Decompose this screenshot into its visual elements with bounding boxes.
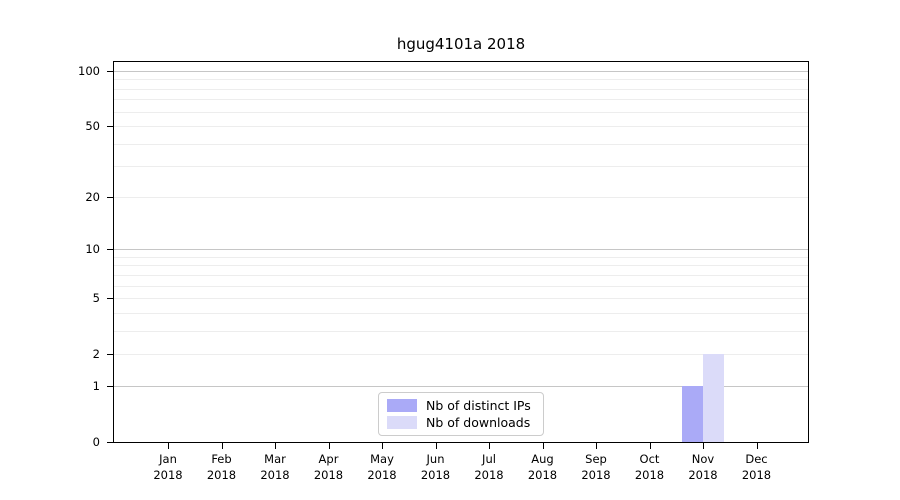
gridline-minor <box>114 111 808 113</box>
x-tick-label-jul: Jul 2018 <box>474 452 504 482</box>
gridline-minor <box>114 99 808 101</box>
gridline-major <box>114 249 808 251</box>
plot-area <box>113 61 809 443</box>
x-tick-mark <box>756 443 758 449</box>
gridline-minor <box>114 265 808 267</box>
gridline-minor <box>114 274 808 276</box>
legend: Nb of distinct IPs Nb of downloads <box>378 392 544 436</box>
x-tick-label-may: May 2018 <box>367 452 397 482</box>
x-tick-mark <box>275 443 277 449</box>
gridline-minor <box>114 285 808 287</box>
gridline-minor <box>114 256 808 258</box>
x-tick-mark <box>168 443 170 449</box>
x-tick-mark <box>596 443 598 449</box>
y-tick-label: 1 <box>92 379 100 394</box>
x-tick-mark <box>435 443 437 449</box>
y-tick-mark <box>107 353 113 355</box>
y-tick-mark <box>107 442 113 444</box>
x-tick-mark <box>221 443 223 449</box>
y-tick-label: 100 <box>78 64 100 78</box>
gridline-minor <box>114 88 808 90</box>
gridline-minor <box>114 166 808 167</box>
gridline-minor <box>114 79 808 81</box>
legend-swatch <box>387 399 417 412</box>
legend-entry: Nb of distinct IPs <box>387 398 535 413</box>
x-tick-mark <box>649 443 651 449</box>
x-tick-label-feb: Feb 2018 <box>206 452 237 482</box>
legend-label: Nb of downloads <box>426 415 531 430</box>
chart-title: hgug4101a 2018 <box>396 35 526 53</box>
y-tick-label: 5 <box>92 291 100 305</box>
x-tick-mark <box>382 443 384 449</box>
x-tick-mark <box>542 443 544 449</box>
y-tick-label: 50 <box>85 118 100 133</box>
x-tick-mark <box>328 443 330 449</box>
x-tick-label-apr: Apr 2018 <box>313 452 344 482</box>
y-tick-label: 2 <box>92 346 100 361</box>
gridline-major <box>114 386 808 388</box>
y-tick-mark <box>107 298 113 300</box>
y-tick-label: 10 <box>85 242 100 257</box>
x-tick-label-aug: Aug 2018 <box>527 452 558 482</box>
gridline-minor <box>114 298 808 299</box>
gridline-minor <box>114 312 808 314</box>
gridline-minor <box>114 143 808 145</box>
bar-nov-nb-of-distinct-ips <box>681 386 703 442</box>
x-tick-label-sep: Sep 2018 <box>581 452 611 482</box>
gridline-minor <box>114 197 808 199</box>
bar-nov-nb-of-downloads <box>703 353 725 442</box>
x-tick-label-dec: Dec 2018 <box>741 452 772 482</box>
legend-entry: Nb of downloads <box>387 415 535 430</box>
y-tick-mark <box>107 386 113 388</box>
y-tick-label: 20 <box>85 190 100 205</box>
legend-swatch <box>387 416 417 429</box>
y-tick-mark <box>107 125 113 128</box>
legend-label: Nb of distinct IPs <box>426 398 531 413</box>
y-tick-label: 0 <box>92 435 100 449</box>
y-tick-mark <box>107 249 113 251</box>
y-tick-mark <box>107 197 113 199</box>
gridline-minor <box>114 125 808 127</box>
x-tick-mark <box>703 443 705 449</box>
gridline-major <box>114 71 808 72</box>
gridline-minor <box>114 353 808 355</box>
x-tick-label-nov: Nov 2018 <box>688 452 718 482</box>
x-tick-label-oct: Oct 2018 <box>634 452 665 482</box>
x-tick-label-jun: Jun 2018 <box>420 452 451 482</box>
gridline-minor <box>114 330 808 332</box>
x-tick-label-jan: Jan 2018 <box>153 452 183 482</box>
y-tick-mark <box>107 71 113 73</box>
x-tick-label-mar: Mar 2018 <box>260 452 290 482</box>
x-tick-mark <box>489 443 491 449</box>
